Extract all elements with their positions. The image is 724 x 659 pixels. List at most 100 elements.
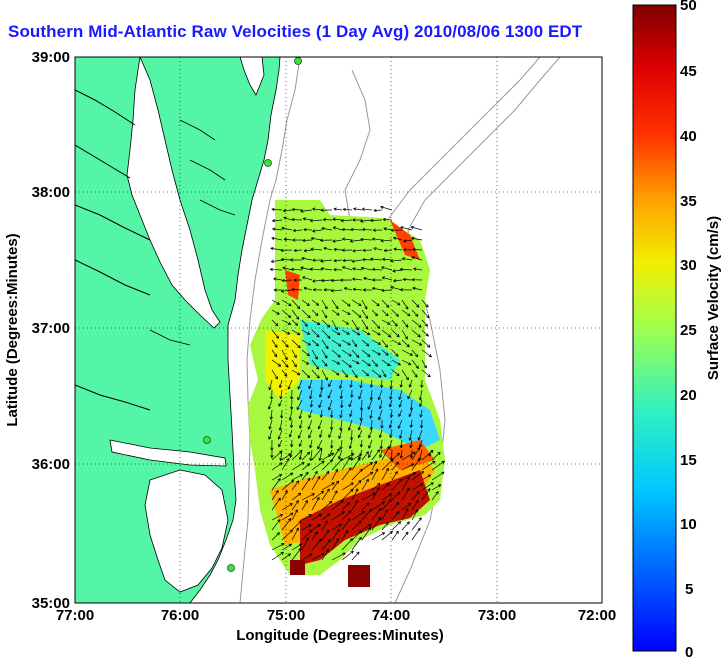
velocity-arrow [331, 480, 340, 491]
pamlico-sound [144, 469, 229, 593]
velocity-arrow [350, 389, 354, 398]
velocity-arrow [361, 359, 371, 367]
y-tick-0: 39:00 [32, 49, 70, 66]
cb-tick-30: 30 [680, 257, 697, 274]
velocity-arrow [342, 207, 353, 212]
velocity-arrow [411, 369, 418, 378]
velocity-arrow [273, 288, 283, 292]
velocity-arrow [281, 458, 290, 471]
velocity-arrow [359, 379, 363, 389]
cb-tick-0: 0 [685, 644, 693, 659]
velocity-arrow [368, 429, 373, 439]
velocity-arrow [321, 529, 330, 541]
velocity-arrow [411, 339, 423, 346]
velocity-arrow [421, 299, 429, 308]
velocity-arrow [351, 520, 362, 531]
velocity-arrow [359, 409, 363, 421]
velocity-arrow [369, 389, 373, 401]
velocity-arrow [377, 409, 383, 421]
velocity-arrow [408, 429, 413, 441]
velocity-arrow [381, 530, 393, 541]
velocity-arrow [371, 482, 381, 491]
velocity-arrow [301, 524, 312, 531]
velocity-arrow [291, 218, 303, 222]
cb-tick-10: 10 [680, 516, 697, 533]
velocity-arrow [311, 497, 320, 511]
cb-tick-35: 35 [680, 193, 697, 210]
velocity-arrow [328, 429, 333, 438]
velocity-arrow [338, 379, 343, 389]
velocity-arrow [351, 536, 362, 551]
velocity-arrow [281, 553, 291, 561]
velocity-arrow [391, 471, 398, 481]
velocity-arrow [421, 450, 434, 461]
velocity-arrow [301, 309, 311, 319]
velocity-arrow [289, 419, 294, 428]
velocity-arrow [391, 530, 399, 541]
velocity-arrow [371, 237, 383, 241]
velocity-arrow [341, 248, 353, 252]
y-axis-label: Latitude (Degrees:Minutes) [4, 233, 21, 426]
velocity-arrow [301, 319, 308, 327]
velocity-arrow [331, 468, 339, 481]
velocity-arrow [278, 439, 283, 448]
velocity-arrow [393, 236, 403, 241]
velocity-arrow [421, 369, 431, 378]
velocity-arrow [351, 457, 361, 471]
velocity-arrow [312, 288, 323, 292]
velocity-arrow [351, 488, 359, 501]
velocity-arrow [408, 379, 413, 388]
velocity-arrow [381, 319, 391, 325]
velocity-arrow [383, 248, 393, 253]
velocity-arrow [351, 259, 363, 263]
velocity-arrow [320, 259, 333, 263]
velocity-arrow [291, 527, 299, 541]
velocity-arrow [281, 472, 294, 481]
velocity-arrow [311, 309, 319, 317]
velocity-arrow [312, 258, 323, 262]
velocity-arrow [311, 470, 318, 481]
velocity-arrow [308, 429, 313, 439]
velocity-arrow [331, 490, 338, 501]
velocity-arrow [281, 518, 292, 531]
velocity-arrow [270, 439, 274, 451]
velocity-arrow [267, 399, 273, 410]
velocity-arrow [321, 488, 330, 501]
velocity-arrow [291, 449, 303, 461]
velocity-arrow [351, 329, 361, 336]
velocity-arrow [278, 419, 283, 431]
velocity-arrow [421, 359, 427, 369]
velocity-arrow [311, 359, 320, 370]
velocity-arrow [327, 389, 333, 399]
velocity-arrow [401, 309, 411, 317]
velocity-arrow [381, 446, 390, 461]
velocity-arrow [341, 309, 351, 315]
velocity-arrow [399, 449, 404, 459]
velocity-arrow [331, 329, 341, 336]
potomac-river [75, 89, 151, 411]
velocity-arrow [321, 299, 328, 310]
velocity-arrow [309, 449, 313, 462]
velocity-arrow [319, 429, 323, 438]
velocity-arrow [377, 389, 383, 401]
velocity-arrow [321, 470, 330, 481]
velocity-arrow [341, 227, 353, 232]
velocity-arrow [311, 490, 325, 501]
velocity-arrow [311, 538, 322, 551]
velocity-arrow [411, 309, 419, 317]
velocity-arrow [291, 520, 302, 531]
velocity-arrow [271, 462, 283, 471]
velocity-arrow [272, 227, 283, 231]
velocity-arrow [409, 399, 414, 411]
velocity-arrow [381, 521, 389, 531]
velocity-arrow [290, 389, 294, 400]
velocity-arrow [271, 497, 281, 511]
velocity-arrow [271, 450, 283, 461]
velocity-arrow [340, 219, 353, 223]
velocity-arrow [270, 259, 283, 263]
velocity-arrow [401, 503, 412, 511]
velocity-arrow [411, 359, 419, 369]
velocity-arrow [288, 409, 293, 421]
velocity-arrow [411, 509, 419, 521]
velocity-arrow [290, 399, 294, 410]
